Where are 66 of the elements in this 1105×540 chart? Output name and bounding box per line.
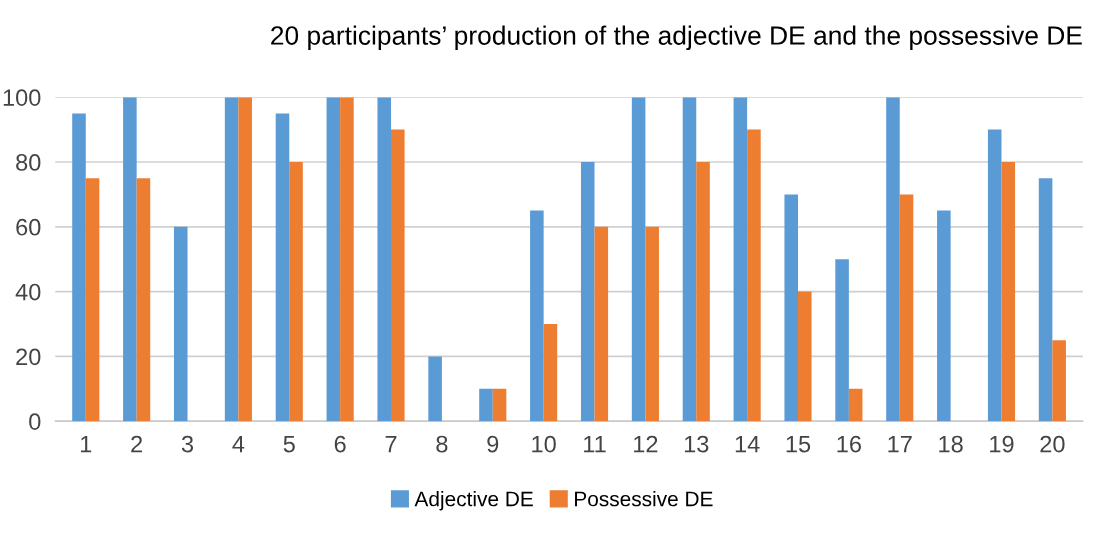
y-tick-label: 40 bbox=[15, 283, 41, 301]
legend-label: Adjective DE bbox=[414, 491, 533, 511]
bar bbox=[1001, 162, 1016, 422]
bar bbox=[289, 162, 303, 422]
x-tick-label: 8 bbox=[436, 435, 448, 453]
bar bbox=[326, 97, 341, 422]
bar bbox=[377, 97, 392, 422]
bar bbox=[580, 162, 595, 422]
bar bbox=[85, 178, 100, 422]
y-tick-label: 0 bbox=[29, 413, 41, 430]
bar bbox=[848, 388, 863, 422]
bar bbox=[747, 129, 761, 422]
x-tick-label: 6 bbox=[334, 435, 346, 453]
bar bbox=[886, 97, 900, 422]
x-tick-label: 13 bbox=[684, 435, 709, 453]
bar bbox=[275, 113, 290, 422]
x-tick-label: 2 bbox=[131, 435, 143, 453]
y-tick-label: 80 bbox=[16, 154, 41, 171]
bar bbox=[784, 194, 799, 422]
x-tick-label: 10 bbox=[532, 435, 556, 453]
x-tick-label: 9 bbox=[487, 435, 499, 453]
bar bbox=[238, 97, 252, 422]
x-tick-label: 16 bbox=[837, 435, 861, 453]
bar bbox=[391, 129, 405, 422]
bar bbox=[428, 356, 442, 422]
x-tick-label: 18 bbox=[939, 435, 963, 453]
x-tick-label: 5 bbox=[283, 435, 295, 453]
bar bbox=[1038, 178, 1053, 422]
bar bbox=[492, 388, 507, 422]
legend-label: Possessive DE bbox=[575, 491, 713, 507]
y-tick-label: 100 bbox=[3, 89, 41, 106]
bar bbox=[530, 210, 544, 422]
x-tick-label: 17 bbox=[888, 435, 912, 453]
bar bbox=[937, 210, 951, 422]
x-tick-label: 20 bbox=[1040, 435, 1065, 453]
y-tick-label: 60 bbox=[16, 218, 41, 236]
bar bbox=[835, 259, 849, 422]
bar bbox=[72, 113, 86, 422]
bar bbox=[733, 97, 748, 422]
x-tick-label: 15 bbox=[786, 435, 811, 453]
x-tick-label: 3 bbox=[181, 435, 194, 453]
bar bbox=[1052, 340, 1066, 422]
y-tick-label: 20 bbox=[16, 348, 41, 366]
bar bbox=[136, 178, 151, 422]
bar bbox=[123, 97, 137, 422]
bar bbox=[645, 226, 659, 422]
x-tick-label: 11 bbox=[584, 435, 606, 453]
bar bbox=[479, 388, 493, 422]
bar bbox=[631, 97, 646, 422]
bar bbox=[340, 97, 354, 422]
x-tick-label: 4 bbox=[232, 435, 245, 453]
bar bbox=[224, 97, 239, 422]
bar bbox=[173, 226, 188, 422]
bar bbox=[987, 129, 1002, 422]
chart-title: 20 participants’ production of the adjective DE and the possessive DE bbox=[271, 25, 1082, 51]
bar bbox=[682, 97, 697, 422]
bar bbox=[899, 194, 914, 422]
bar bbox=[798, 291, 812, 422]
x-tick-label: 14 bbox=[735, 435, 760, 453]
bar bbox=[594, 226, 609, 422]
bar bbox=[696, 162, 710, 422]
x-tick-label: 1 bbox=[81, 435, 92, 453]
x-tick-label: 12 bbox=[634, 435, 658, 453]
bar bbox=[543, 324, 558, 422]
x-tick-label: 7 bbox=[385, 435, 397, 453]
x-tick-label: 19 bbox=[990, 435, 1014, 453]
